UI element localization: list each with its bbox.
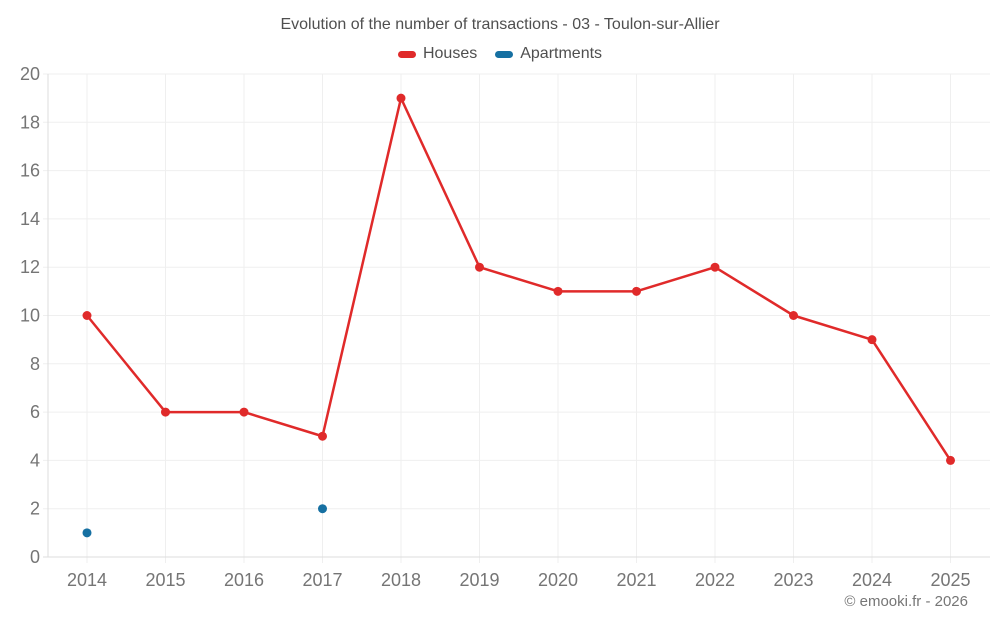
line-segment [870, 338, 952, 462]
x-tick-label: 2014 [67, 570, 107, 590]
x-tick-label: 2023 [773, 570, 813, 590]
y-tick-label: 2 [30, 499, 40, 519]
x-tick-label: 2024 [852, 570, 892, 590]
chart-legend: Houses Apartments [0, 45, 1000, 63]
data-point[interactable] [710, 262, 720, 272]
x-tick-label: 2022 [695, 570, 735, 590]
line-segment [478, 265, 560, 293]
legend-label-houses: Houses [422, 45, 478, 62]
line-segment [635, 265, 717, 293]
data-point[interactable] [475, 262, 484, 272]
legend-label-apartments: Apartments [520, 45, 603, 62]
data-point[interactable] [318, 504, 327, 514]
y-tick-label: 8 [30, 354, 40, 374]
y-tick-label: 12 [20, 257, 40, 277]
copyright-text: © emooki.fr - 2026 [844, 593, 968, 610]
line-segment [399, 96, 481, 269]
series-houses [82, 93, 955, 465]
x-tick-label: 2021 [616, 570, 656, 590]
line-segment [242, 410, 324, 438]
data-point[interactable] [239, 407, 249, 417]
legend-item-apartments[interactable]: Apartments [495, 45, 602, 63]
x-tick-label: 2025 [930, 570, 970, 590]
x-tick-label: 2019 [459, 570, 499, 590]
x-tick-label: 2015 [145, 570, 185, 590]
y-tick-label: 6 [30, 402, 40, 422]
x-tick-label: 2016 [224, 570, 264, 590]
x-tick-label: 2018 [381, 570, 421, 590]
line-segment [321, 96, 403, 438]
line-segment [713, 265, 795, 317]
y-tick-label: 16 [20, 161, 40, 181]
houses-swatch-icon [397, 50, 416, 58]
data-point[interactable] [553, 286, 563, 296]
line-segment [792, 314, 874, 341]
data-point[interactable] [161, 407, 170, 417]
data-point[interactable] [82, 311, 92, 320]
apartments-swatch-icon [495, 50, 514, 58]
chart-title: Evolution of the number of transactions … [280, 16, 720, 33]
line-segment [85, 314, 167, 414]
data-point[interactable] [396, 93, 406, 103]
y-tick-label: 14 [20, 209, 40, 229]
axis-tick-labels: 0 2 4 6 8 10 12 14 16 18 20 2014 2015 2016 2017 2018 201… [20, 64, 971, 590]
data-point[interactable] [867, 335, 877, 345]
x-tick-label: 2020 [538, 570, 578, 590]
gridlines [43, 73, 990, 563]
legend-item-houses[interactable]: Houses [397, 45, 478, 63]
data-point[interactable] [318, 431, 327, 441]
x-tick-label: 2017 [302, 570, 342, 590]
y-tick-label: 0 [30, 547, 40, 567]
series-apartments [82, 504, 327, 538]
y-tick-label: 4 [30, 450, 40, 470]
data-point[interactable] [82, 528, 92, 538]
y-tick-label: 18 [20, 112, 40, 132]
y-tick-label: 20 [20, 64, 40, 84]
data-point[interactable] [789, 311, 798, 320]
data-point[interactable] [632, 286, 641, 296]
y-tick-label: 10 [20, 306, 40, 326]
data-point[interactable] [946, 455, 955, 465]
